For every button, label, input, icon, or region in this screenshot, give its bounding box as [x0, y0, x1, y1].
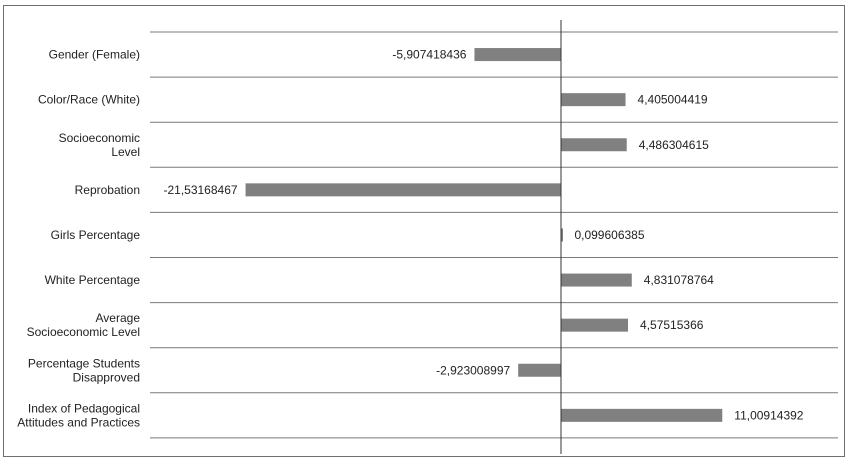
category-label: Gender (Female): [49, 48, 140, 62]
category-label: Percentage Students Disapproved: [28, 356, 140, 384]
value-label: 0,099606385: [574, 228, 644, 242]
bar: [561, 408, 723, 422]
value-label: -2,923008997: [436, 363, 510, 377]
bar: [561, 228, 563, 242]
value-label: 11,00914392: [734, 408, 804, 422]
bar: [245, 183, 561, 197]
gridlines: [150, 31, 838, 439]
bars: [245, 48, 723, 422]
value-label: 4,405004419: [638, 93, 708, 107]
category-label: White Percentage: [45, 273, 141, 287]
bar: [474, 48, 561, 62]
value-label: 4,486304615: [639, 138, 709, 152]
bar: [518, 363, 561, 377]
category-label: Girls Percentage: [51, 228, 141, 242]
category-label: Index of Pedagogical Attitudes and Practi…: [17, 401, 140, 429]
chart-frame: [3, 5, 845, 457]
bar: [561, 318, 629, 332]
value-label: 4,57515366: [640, 318, 704, 332]
category-label: Socioeconomic Level: [59, 131, 140, 159]
category-label: Average Socioeconomic Level: [27, 311, 141, 339]
category-label: Reprobation: [75, 183, 140, 197]
value-label: -5,907418436: [392, 48, 466, 62]
value-label: -21,53168467: [163, 183, 237, 197]
bar: [561, 93, 626, 107]
bar: [561, 138, 627, 152]
bar: [561, 273, 632, 287]
category-label: Color/Race (White): [38, 93, 140, 107]
value-label: 4,831078764: [644, 273, 714, 287]
category-labels: Gender (Female) Color/Race (White) Socioec…: [17, 48, 140, 430]
value-labels: -5,907418436 4,405004419 4,486304615 -21,53…: [163, 48, 803, 423]
